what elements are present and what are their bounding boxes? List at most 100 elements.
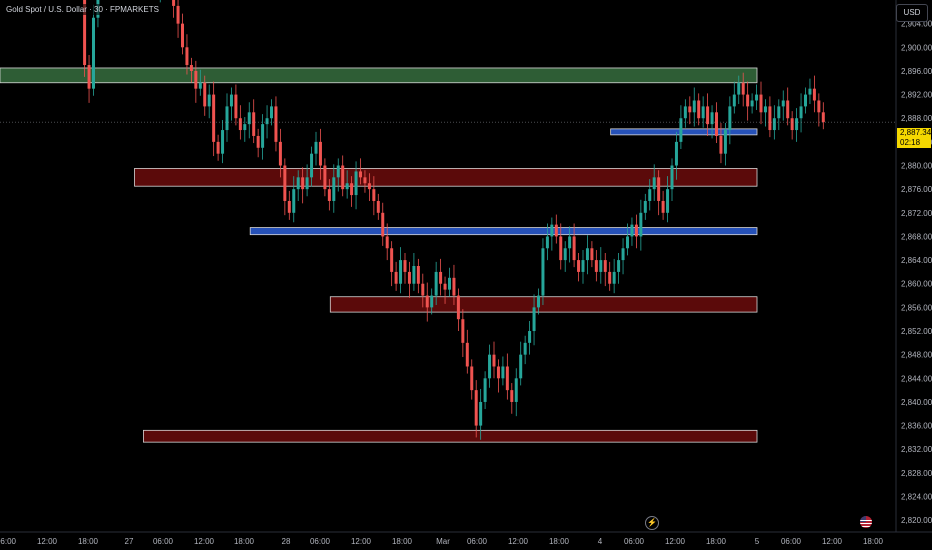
candle bbox=[270, 99, 273, 126]
candle bbox=[648, 179, 652, 211]
candle bbox=[385, 223, 389, 261]
price-tick-label: 2,840.00 bbox=[901, 398, 932, 407]
time-tick-label: 18:00 bbox=[392, 537, 413, 546]
candle bbox=[314, 131, 318, 166]
time-tick-label: 06:00 bbox=[310, 537, 331, 546]
time-tick-label: 12:00 bbox=[665, 537, 686, 546]
candle bbox=[643, 193, 647, 220]
candle bbox=[505, 353, 509, 400]
lightning-icon[interactable]: ⚡ bbox=[645, 516, 659, 530]
price-tick-label: 2,900.00 bbox=[901, 43, 932, 52]
candle bbox=[225, 93, 229, 142]
candle bbox=[657, 170, 661, 216]
time-tick-label: 18:00 bbox=[549, 537, 570, 546]
candle bbox=[514, 368, 518, 417]
price-axis[interactable]: 2,904.00 2,900.00 2,896.00 2,892.00 2,888.00… bbox=[895, 0, 932, 532]
candle bbox=[185, 34, 189, 75]
candle bbox=[755, 84, 759, 110]
candle bbox=[354, 161, 358, 210]
candle bbox=[390, 241, 394, 287]
candle bbox=[159, 0, 161, 3]
candle bbox=[652, 164, 656, 201]
candle bbox=[479, 388, 483, 440]
candle bbox=[630, 217, 634, 246]
candle bbox=[670, 158, 674, 201]
candle bbox=[808, 78, 812, 105]
time-tick-label: 12:00 bbox=[508, 537, 529, 546]
price-tick-label: 2,856.00 bbox=[901, 303, 932, 312]
candle bbox=[399, 247, 403, 294]
price-tick-label: 2,824.00 bbox=[901, 493, 932, 502]
candle bbox=[572, 223, 576, 268]
candle bbox=[723, 122, 727, 166]
candle bbox=[537, 288, 540, 315]
candle bbox=[332, 164, 336, 213]
candle bbox=[443, 276, 447, 304]
current-price-tag: 2,887.34 02:18 bbox=[897, 128, 931, 148]
candle bbox=[603, 252, 607, 287]
candle bbox=[737, 75, 741, 105]
candle bbox=[692, 87, 696, 127]
candle bbox=[501, 356, 505, 386]
time-tick-label: 06:00 bbox=[624, 537, 645, 546]
candle bbox=[795, 108, 799, 142]
candle bbox=[528, 320, 532, 355]
candle bbox=[207, 84, 211, 119]
candle bbox=[799, 93, 803, 133]
candle bbox=[568, 226, 572, 263]
candle bbox=[323, 158, 327, 197]
zone-blue-1[interactable] bbox=[610, 128, 758, 136]
candle bbox=[318, 128, 322, 180]
candle bbox=[421, 273, 425, 308]
candle bbox=[381, 202, 385, 246]
time-tick-label: 06:00 bbox=[153, 537, 174, 546]
candle bbox=[634, 214, 638, 249]
candle bbox=[741, 72, 745, 107]
zone-red-4[interactable] bbox=[329, 296, 758, 313]
candle bbox=[430, 288, 434, 315]
candle bbox=[541, 238, 545, 306]
candle bbox=[519, 341, 523, 386]
candle bbox=[728, 96, 732, 145]
candle bbox=[706, 93, 710, 136]
candle bbox=[363, 170, 367, 193]
zone-green-0[interactable] bbox=[0, 67, 758, 84]
currency-button[interactable]: USD bbox=[896, 4, 928, 22]
price-tick-label: 2,904.00 bbox=[901, 20, 932, 29]
candle bbox=[345, 170, 349, 199]
time-tick-label: 12:00 bbox=[37, 537, 58, 546]
zone-red-5[interactable] bbox=[142, 429, 758, 443]
zone-red-2[interactable] bbox=[134, 168, 758, 187]
candle bbox=[683, 99, 687, 128]
candle bbox=[234, 84, 238, 126]
price-tick-label: 2,876.00 bbox=[901, 185, 932, 194]
price-tick-label: 2,864.00 bbox=[901, 256, 932, 265]
candle bbox=[532, 294, 536, 346]
candle bbox=[550, 217, 554, 251]
candle bbox=[407, 261, 411, 298]
candle bbox=[732, 81, 736, 114]
price-tick-label: 2,860.00 bbox=[901, 280, 932, 289]
candle bbox=[203, 75, 207, 116]
candle bbox=[265, 105, 269, 139]
time-tick-label: 18:00 bbox=[78, 537, 99, 546]
price-tick-label: 2,844.00 bbox=[901, 374, 932, 383]
candle bbox=[198, 69, 202, 96]
price-tick-label: 2,892.00 bbox=[901, 91, 932, 100]
candle bbox=[697, 93, 701, 126]
candle bbox=[563, 241, 567, 272]
candle bbox=[581, 250, 585, 284]
us-flag-icon[interactable] bbox=[860, 516, 872, 528]
candle bbox=[247, 102, 251, 139]
candle bbox=[679, 105, 683, 149]
candle bbox=[821, 102, 825, 130]
candle bbox=[412, 252, 416, 291]
price-tick-label: 2,836.00 bbox=[901, 422, 932, 431]
candle bbox=[296, 170, 300, 201]
candle bbox=[790, 111, 794, 140]
zone-blue-3[interactable] bbox=[249, 227, 758, 236]
candle bbox=[229, 87, 233, 121]
time-axis[interactable]: 06:00 12:00 18:00 27 06:00 12:00 18:00 28 06:00 1… bbox=[0, 531, 932, 546]
time-tick-label: 27 bbox=[125, 537, 134, 546]
